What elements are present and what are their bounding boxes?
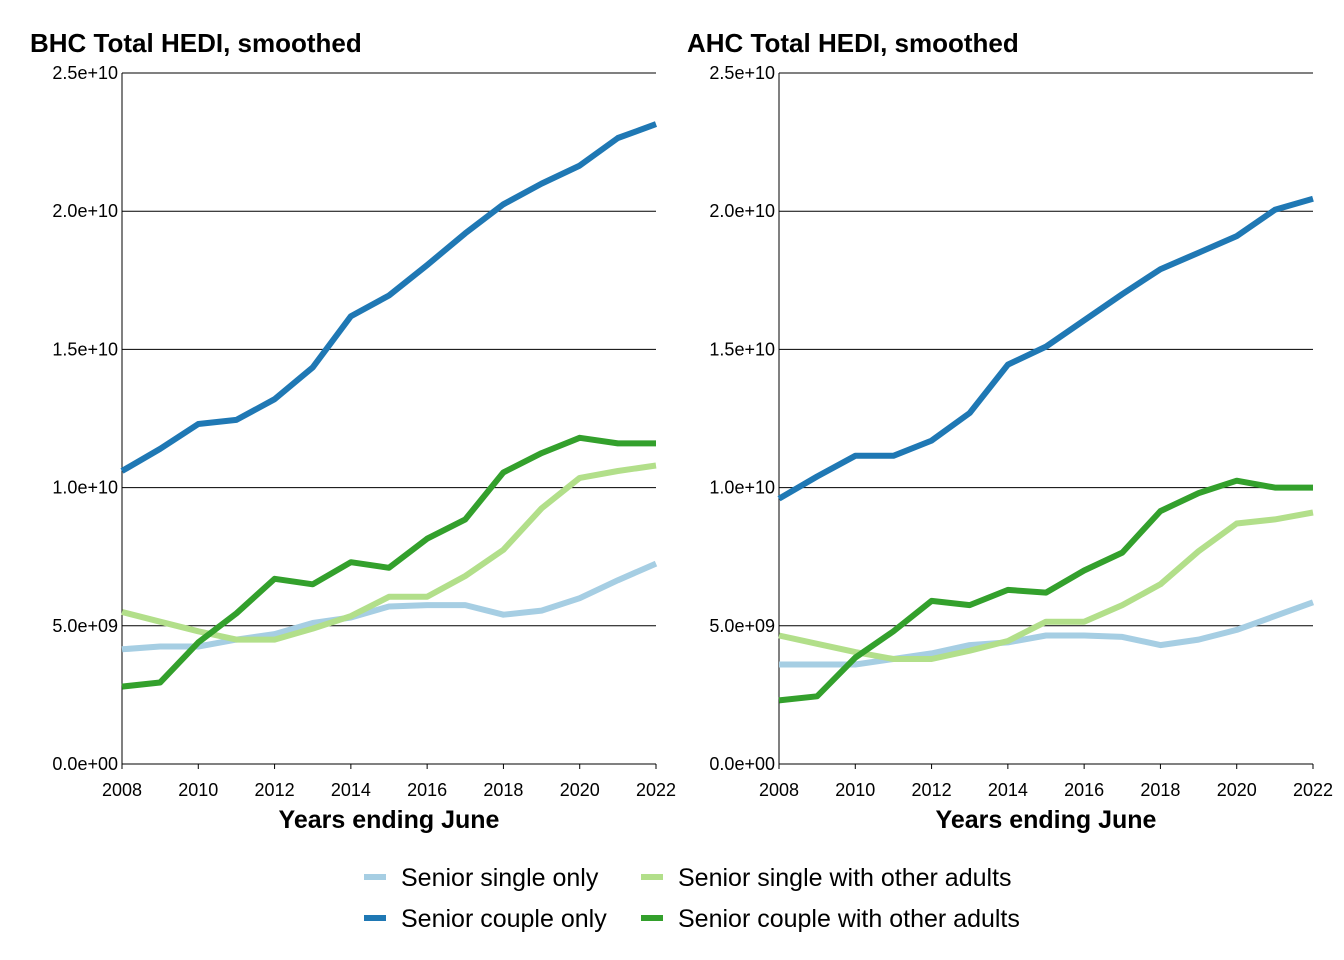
ahc-x-tick-label: 2010 [835, 780, 875, 800]
bhc-y-tick-label: 0.0e+00 [52, 754, 118, 774]
bhc-series-line-senior-single-only [121, 560, 658, 653]
bhc-x-tick-label: 2022 [636, 780, 676, 800]
ahc-series-line-senior-couple-only [777, 195, 1314, 502]
ahc-x-tick-label: 2012 [912, 780, 952, 800]
bhc-chart-title: BHC Total HEDI, smoothed [30, 28, 362, 58]
ahc-x-tick-label: 2022 [1293, 780, 1333, 800]
legend: Senior single only Senior single with oth… [364, 864, 1020, 933]
ahc-y-tick-label: 5.0e+09 [709, 616, 775, 636]
ahc-y-tick-label: 2.5e+10 [709, 63, 775, 83]
bhc-x-axis-title: Years ending June [279, 806, 500, 834]
bhc-y-tick-label: 2.0e+10 [52, 201, 118, 221]
ahc-y-tick-label: 1.0e+10 [709, 478, 775, 498]
bhc-y-tick-label: 1.0e+10 [52, 478, 118, 498]
ahc-series-line-senior-couple-with-other-adults [778, 477, 1313, 704]
bhc-y-tick-label: 5.0e+09 [52, 616, 118, 636]
bhc-x-tick-label: 2010 [178, 780, 218, 800]
ahc-chart-title: AHC Total HEDI, smoothed [687, 28, 1019, 58]
ahc-x-tick-label: 2016 [1064, 780, 1104, 800]
legend-label-senior-single-with-other-adults: Senior single with other adults [678, 864, 1012, 892]
bhc-x-tick-label: 2014 [331, 780, 371, 800]
ahc-x-tick-label: 2014 [988, 780, 1028, 800]
bhc-y-tick-label: 1.5e+10 [52, 339, 118, 359]
bhc-y-tick-label: 2.5e+10 [52, 63, 118, 83]
ahc-x-tick-label: 2020 [1217, 780, 1257, 800]
bhc-series-line-senior-couple-only [120, 121, 658, 474]
ahc-series-line-senior-single-with-other-adults [778, 509, 1314, 662]
ahc-series-line-senior-single-only [779, 599, 1315, 668]
bhc-x-tick-label: 2008 [102, 780, 142, 800]
bhc-series-line-senior-couple-with-other-adults [121, 434, 656, 690]
bhc-x-tick-label: 2012 [255, 780, 295, 800]
bhc-series-line-senior-single-with-other-adults [121, 462, 657, 643]
bhc-x-tick-label: 2020 [560, 780, 600, 800]
legend-label-senior-couple-with-other-adults: Senior couple with other adults [678, 905, 1020, 933]
legend-label-senior-single-only: Senior single only [401, 864, 599, 892]
ahc-x-axis-title: Years ending June [936, 806, 1157, 834]
bhc-panel: BHC Total HEDI, smoothed 0.0e+00 5.0e+09 1.… [30, 28, 676, 834]
legend-label-senior-couple-only: Senior couple only [401, 905, 607, 933]
ahc-y-tick-label: 2.0e+10 [709, 201, 775, 221]
bhc-x-tick-label: 2016 [407, 780, 447, 800]
ahc-y-tick-label: 1.5e+10 [709, 339, 775, 359]
ahc-x-tick-label: 2008 [759, 780, 799, 800]
ahc-y-tick-label: 0.0e+00 [709, 754, 775, 774]
ahc-x-tick-label: 2018 [1140, 780, 1180, 800]
bhc-x-tick-label: 2018 [483, 780, 523, 800]
ahc-panel: AHC Total HEDI, smoothed 0.0e+00 5.0e+09 1.… [687, 28, 1333, 834]
